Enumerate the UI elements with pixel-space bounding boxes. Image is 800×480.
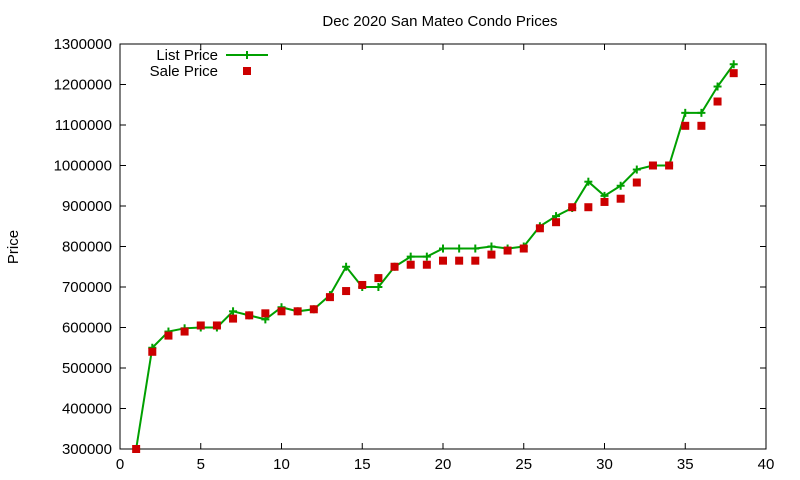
list-price-point [697, 108, 706, 117]
sale-price-point [358, 280, 367, 289]
sale-price-point [325, 293, 334, 302]
y-tick-label: 1200000 [54, 77, 112, 94]
sale-price-point [309, 305, 318, 314]
y-tick-label: 700000 [62, 279, 112, 296]
y-axis-label: Price [5, 230, 22, 264]
sale-price-point [132, 445, 141, 453]
x-tick-label: 25 [515, 456, 532, 473]
chart-title: Dec 2020 San Mateo Condo Prices [322, 13, 557, 30]
list-price-point [406, 252, 415, 261]
legend-label-sale-price: Sale Price [150, 63, 218, 80]
sale-price-point [471, 256, 480, 265]
x-tick-label: 40 [758, 456, 775, 473]
y-tick-label: 900000 [62, 198, 112, 215]
list-price-point [713, 82, 722, 91]
sale-price-point [632, 178, 641, 187]
axis-ticks: 0 5 10 15 20 25 30 35 40 300000 400000 500000 600000… [54, 36, 775, 473]
sale-price-point [648, 161, 657, 170]
x-tick-label: 10 [273, 456, 290, 473]
sale-price-point [180, 327, 189, 336]
list-price-point [439, 244, 447, 253]
sale-price-point [455, 256, 464, 265]
list-price-point [632, 165, 641, 174]
sale-price-point [681, 121, 690, 130]
sale-price-point [552, 218, 561, 227]
list-price-point [616, 181, 625, 190]
y-tick-label: 300000 [62, 441, 112, 458]
y-tick-label: 1000000 [54, 158, 112, 175]
sale-price-point [439, 256, 447, 265]
sale-price-point [164, 331, 173, 340]
sale-price-point [374, 274, 383, 283]
y-tick-label: 600000 [62, 320, 112, 337]
list-price-point [471, 244, 480, 253]
y-tick-label: 1100000 [55, 117, 112, 134]
legend-label-list-price: List Price [156, 47, 218, 64]
sale-price-point [261, 309, 270, 318]
sale-price-point [665, 161, 674, 170]
x-tick-label: 5 [197, 456, 205, 473]
list-price-point [681, 108, 690, 117]
sale-price-point [584, 203, 593, 212]
sale-price-point [487, 250, 496, 259]
sale-price-point [148, 347, 157, 356]
sale-price-point [616, 194, 625, 203]
sale-price-point [212, 321, 221, 330]
sale-price-point [503, 246, 512, 255]
sale-price-point [342, 287, 351, 296]
sale-price-point [519, 244, 528, 253]
sale-price-point [422, 260, 431, 269]
y-tick-label: 400000 [62, 401, 112, 418]
sale-price-point [713, 97, 722, 106]
sale-price-point [535, 224, 544, 233]
x-tick-label: 20 [435, 456, 452, 473]
y-tick-label: 1300000 [54, 36, 112, 53]
list-price-point [455, 244, 464, 253]
sale-price-point [390, 262, 399, 271]
list-price-point [374, 283, 383, 291]
legend-swatch-sale-price [243, 67, 251, 75]
list-price-point [729, 60, 738, 69]
y-tick-label: 800000 [62, 239, 112, 256]
list-price-point [487, 242, 496, 251]
sale-price-point [600, 197, 609, 206]
sale-price-point [568, 203, 577, 212]
sale-price-point [229, 314, 238, 323]
series-layer [132, 60, 738, 453]
x-tick-label: 0 [116, 456, 124, 473]
plot-frame [119, 43, 767, 450]
sale-price-point [697, 121, 706, 130]
x-tick-label: 15 [354, 456, 371, 473]
sale-price-point [196, 321, 205, 330]
x-tick-label: 30 [596, 456, 613, 473]
list-price-line [135, 63, 735, 450]
sale-price-point [277, 307, 286, 316]
sale-price-point [293, 307, 302, 316]
sale-price-point [245, 311, 254, 320]
list-price-point [422, 252, 431, 261]
list-price-point [229, 307, 238, 316]
list-price-point [584, 177, 593, 186]
sale-price-point [729, 69, 738, 78]
x-tick-label: 35 [677, 456, 694, 473]
sale-price-point [406, 260, 415, 269]
y-tick-label: 500000 [62, 360, 112, 377]
legend-marker-list-price [243, 51, 251, 59]
list-price-point [342, 262, 351, 271]
